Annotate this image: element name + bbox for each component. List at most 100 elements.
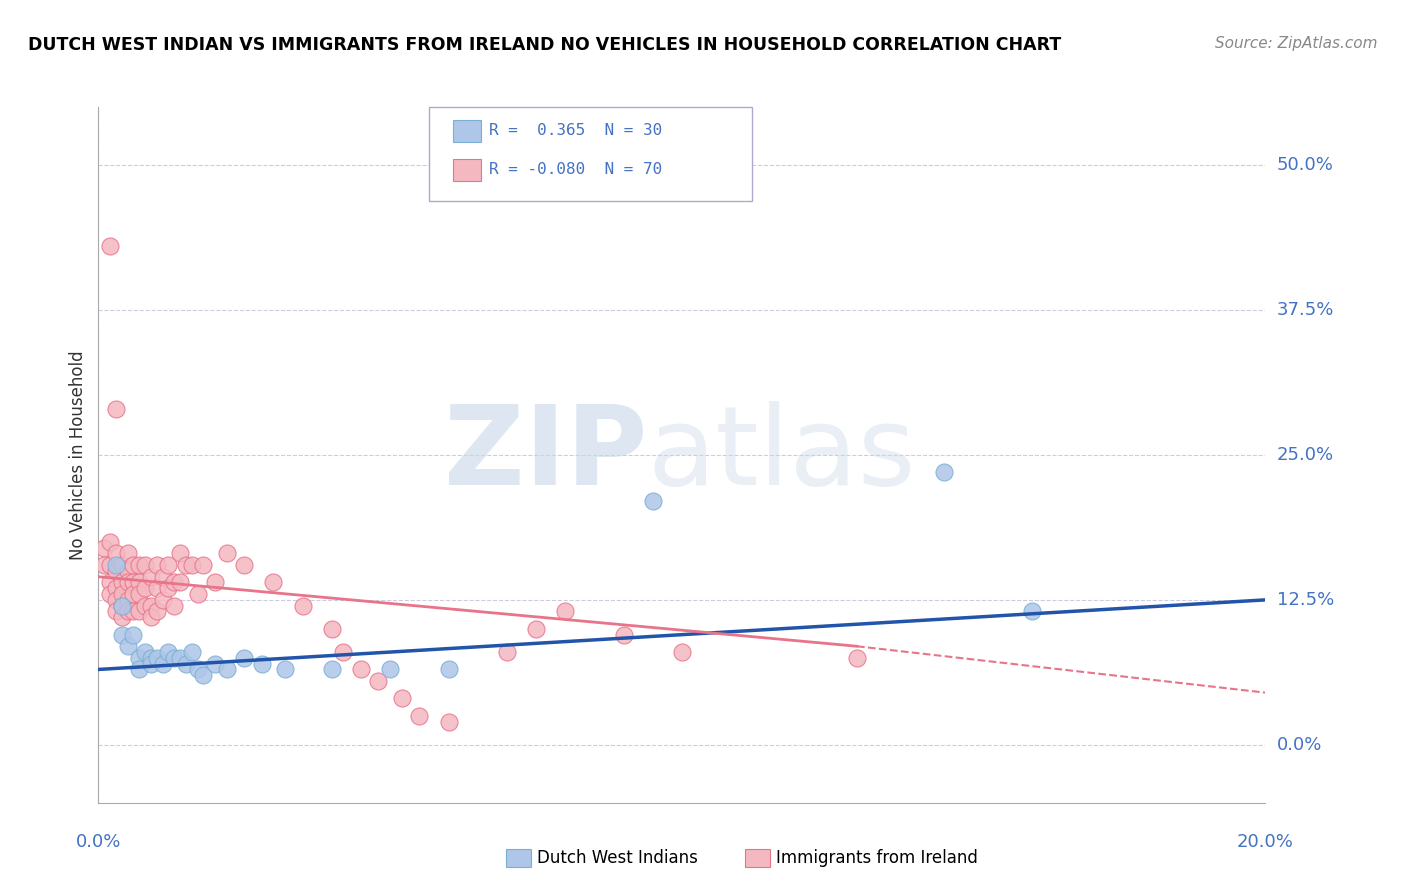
Point: [274, 662, 297, 677]
Point: [134, 645, 156, 659]
Point: [111, 599, 134, 613]
Point: [139, 651, 162, 665]
Text: ZIP: ZIP: [443, 401, 647, 508]
Text: 0.0%: 0.0%: [1277, 736, 1322, 754]
Point: [233, 558, 256, 573]
Text: atlas: atlas: [647, 401, 915, 508]
Point: [139, 599, 162, 613]
Point: [180, 645, 202, 659]
Text: Dutch West Indians: Dutch West Indians: [537, 849, 697, 867]
Point: [437, 662, 460, 677]
Point: [174, 558, 197, 573]
Point: [128, 587, 150, 601]
Point: [204, 575, 226, 590]
Point: [122, 575, 145, 590]
Point: [122, 605, 145, 619]
Point: [380, 662, 402, 677]
Point: [204, 657, 226, 671]
Text: 25.0%: 25.0%: [1277, 446, 1334, 464]
Point: [169, 575, 191, 590]
Point: [146, 582, 169, 596]
Text: 12.5%: 12.5%: [1277, 591, 1334, 609]
Point: [152, 570, 174, 584]
Point: [111, 558, 134, 573]
Point: [174, 657, 197, 671]
Point: [367, 674, 389, 689]
Point: [104, 605, 127, 619]
Point: [104, 546, 127, 561]
Point: [139, 610, 162, 624]
Point: [157, 558, 180, 573]
Point: [524, 622, 547, 636]
Point: [391, 691, 413, 706]
Point: [612, 628, 634, 642]
Point: [187, 662, 209, 677]
Point: [641, 494, 664, 508]
Point: [104, 592, 127, 607]
Point: [152, 657, 174, 671]
Point: [111, 599, 134, 613]
Point: [93, 541, 115, 555]
Point: [139, 570, 162, 584]
Point: [111, 575, 134, 590]
Point: [846, 651, 869, 665]
Point: [934, 466, 956, 480]
Point: [408, 708, 430, 723]
Point: [321, 662, 343, 677]
Text: Immigrants from Ireland: Immigrants from Ireland: [776, 849, 979, 867]
Point: [157, 645, 180, 659]
Point: [291, 599, 314, 613]
Point: [169, 651, 191, 665]
Point: [163, 575, 186, 590]
Point: [104, 564, 127, 578]
Point: [134, 582, 156, 596]
Point: [104, 558, 127, 573]
Point: [146, 651, 169, 665]
Point: [1021, 605, 1043, 619]
Point: [146, 605, 169, 619]
Point: [98, 587, 121, 601]
Text: 20.0%: 20.0%: [1237, 833, 1294, 851]
Point: [117, 639, 139, 653]
Point: [98, 558, 121, 573]
Y-axis label: No Vehicles in Household: No Vehicles in Household: [69, 350, 87, 560]
Point: [169, 546, 191, 561]
Text: Source: ZipAtlas.com: Source: ZipAtlas.com: [1215, 36, 1378, 51]
Point: [215, 546, 238, 561]
Text: DUTCH WEST INDIAN VS IMMIGRANTS FROM IRELAND NO VEHICLES IN HOUSEHOLD CORRELATIO: DUTCH WEST INDIAN VS IMMIGRANTS FROM IRE…: [28, 36, 1062, 54]
Point: [117, 546, 139, 561]
Point: [134, 599, 156, 613]
Point: [187, 587, 209, 601]
Point: [671, 645, 693, 659]
Point: [262, 575, 284, 590]
Point: [134, 558, 156, 573]
Point: [93, 558, 115, 573]
Point: [437, 714, 460, 729]
Point: [215, 662, 238, 677]
Point: [128, 605, 150, 619]
Text: 37.5%: 37.5%: [1277, 301, 1334, 319]
Point: [152, 592, 174, 607]
Point: [157, 582, 180, 596]
Point: [128, 558, 150, 573]
Point: [233, 651, 256, 665]
Point: [111, 628, 134, 642]
Point: [193, 558, 215, 573]
Point: [128, 662, 150, 677]
Point: [554, 605, 576, 619]
Point: [128, 575, 150, 590]
Point: [104, 582, 127, 596]
Point: [122, 558, 145, 573]
Point: [111, 610, 134, 624]
Point: [128, 651, 150, 665]
Point: [193, 668, 215, 682]
Point: [180, 558, 202, 573]
Point: [104, 401, 127, 416]
Point: [117, 564, 139, 578]
Text: 50.0%: 50.0%: [1277, 156, 1333, 174]
Point: [122, 628, 145, 642]
Point: [117, 592, 139, 607]
Point: [122, 587, 145, 601]
Point: [163, 599, 186, 613]
Point: [163, 651, 186, 665]
